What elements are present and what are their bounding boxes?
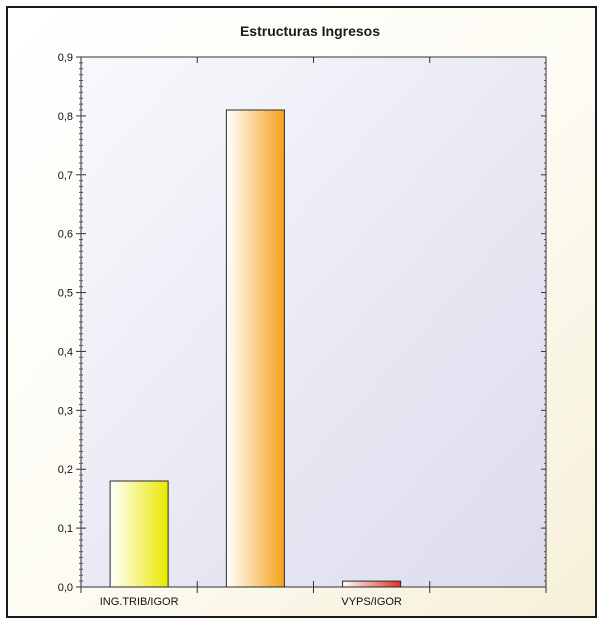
- y-tick-label: 0,3: [58, 405, 73, 417]
- x-tick-label: VYPS/IGOR: [341, 596, 402, 608]
- y-tick-label: 0,7: [58, 170, 73, 182]
- chart-frame: Estructuras Ingresos 0,0 0,1 0,2 0,3 0,4 0,5 0…: [6, 6, 597, 618]
- y-tick-label: 0,1: [58, 523, 73, 535]
- chart-title: Estructuras Ingresos: [240, 23, 380, 39]
- bar-chart: Estructuras Ingresos 0,00,10,20,30,40,50…: [58, 23, 547, 608]
- bar: [342, 580, 402, 588]
- x-axis: ING.TRIB/IGOR VYPS/IGOR: [80, 57, 547, 608]
- y-tick-label: 0,8: [58, 111, 73, 123]
- x-tick-label: ING.TRIB/IGOR: [100, 596, 179, 608]
- y-tick-label: 0,2: [58, 464, 73, 476]
- bars: [109, 109, 402, 588]
- y-tick-label: 0,5: [58, 288, 73, 300]
- bar: [109, 480, 169, 588]
- bar: [225, 109, 285, 588]
- y-tick-label: 0,4: [58, 346, 73, 358]
- y-tick-label: 0,6: [58, 229, 73, 241]
- y-tick-label: 0,9: [58, 52, 73, 64]
- y-axis: 0,0 0,1 0,2 0,3 0,4 0,5 0,6 0,7 0,8 0,9: [58, 52, 546, 594]
- y-tick-label: 0,0: [58, 582, 73, 594]
